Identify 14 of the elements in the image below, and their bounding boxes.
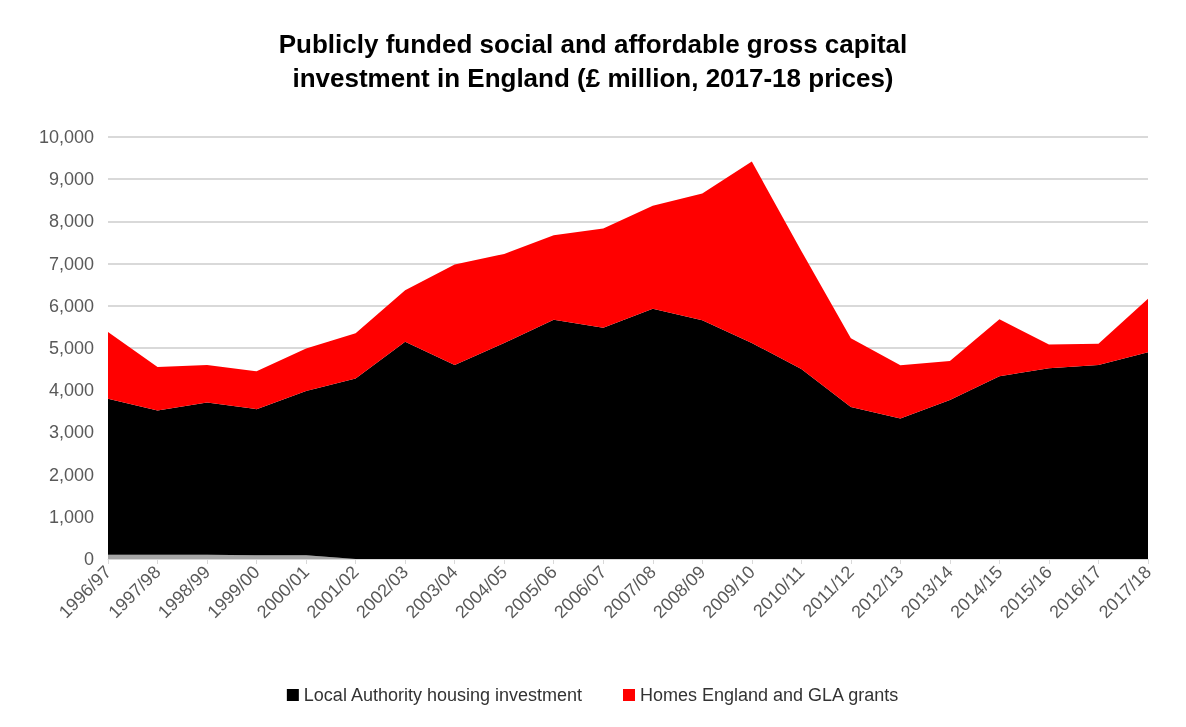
y-tick-label: 6,000 (48, 295, 94, 316)
y-tick-label: 9,000 (48, 169, 94, 190)
y-tick-label: 2,000 (48, 464, 94, 485)
chart-title: Publicly funded social and affordable gross capital investment in England (£ million, 2017-18 prices) (278, 29, 908, 93)
legend-label: Homes England and GLA grants (640, 685, 899, 705)
y-tick-label: 4,000 (48, 380, 94, 401)
y-tick-label: 1,000 (48, 506, 94, 527)
legend-label: Local Authority housing investment (303, 685, 583, 705)
y-tick-label: 7,000 (48, 253, 94, 274)
y-tick-label: 0 (83, 549, 94, 569)
y-tick-label: 3,000 (48, 422, 94, 443)
y-tick-label: 8,000 (48, 211, 94, 232)
y-tick-label: 10,000 (38, 127, 94, 147)
y-tick-label: 5,000 (48, 338, 94, 358)
